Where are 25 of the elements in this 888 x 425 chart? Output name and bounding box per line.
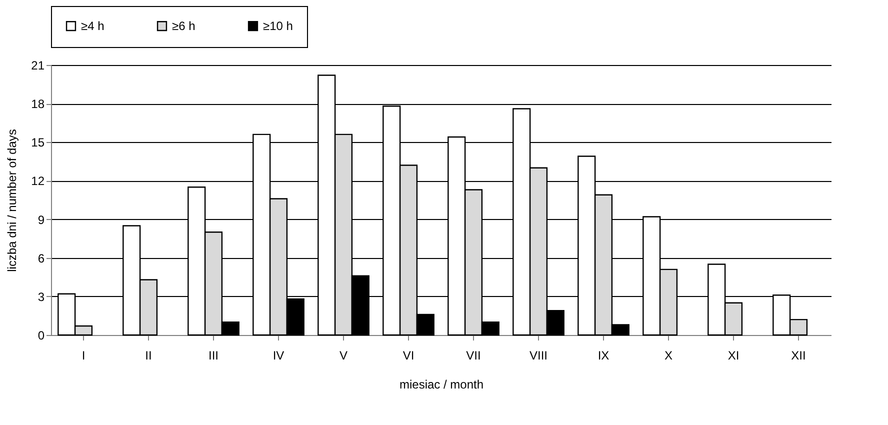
y-tick-label: 3 (38, 290, 45, 304)
y-tick-label: 9 (38, 212, 45, 227)
y-tick-label: 12 (31, 174, 45, 188)
x-tick-label: VI (402, 348, 414, 362)
legend-label: ≥6 h (172, 19, 196, 34)
legend-label: ≥4 h (81, 19, 104, 34)
x-tick-label: VII (466, 348, 481, 362)
y-tick-label: 18 (31, 97, 45, 112)
x-tick-label: VIII (529, 348, 548, 362)
x-axis-title: miesiac / month (399, 378, 484, 392)
y-axis-title: liczba dni / number of days (5, 129, 20, 272)
x-tick-label: III (208, 348, 219, 362)
y-tick-label: 6 (38, 251, 45, 266)
x-tick-label: IV (272, 348, 284, 362)
x-tick-label: V (339, 348, 348, 362)
x-tick-label: XI (728, 348, 740, 362)
y-tick-label: 15 (31, 136, 45, 150)
y-tick-label: 0 (38, 328, 45, 342)
x-tick-label: II (145, 348, 152, 362)
x-tick-label: IX (598, 348, 610, 362)
x-tick-label: I (82, 348, 86, 362)
y-tick-label: 21 (31, 58, 45, 72)
legend-label: ≥10 h (263, 19, 293, 34)
x-tick-label: X (664, 348, 673, 362)
x-tick-label: XII (791, 348, 806, 362)
